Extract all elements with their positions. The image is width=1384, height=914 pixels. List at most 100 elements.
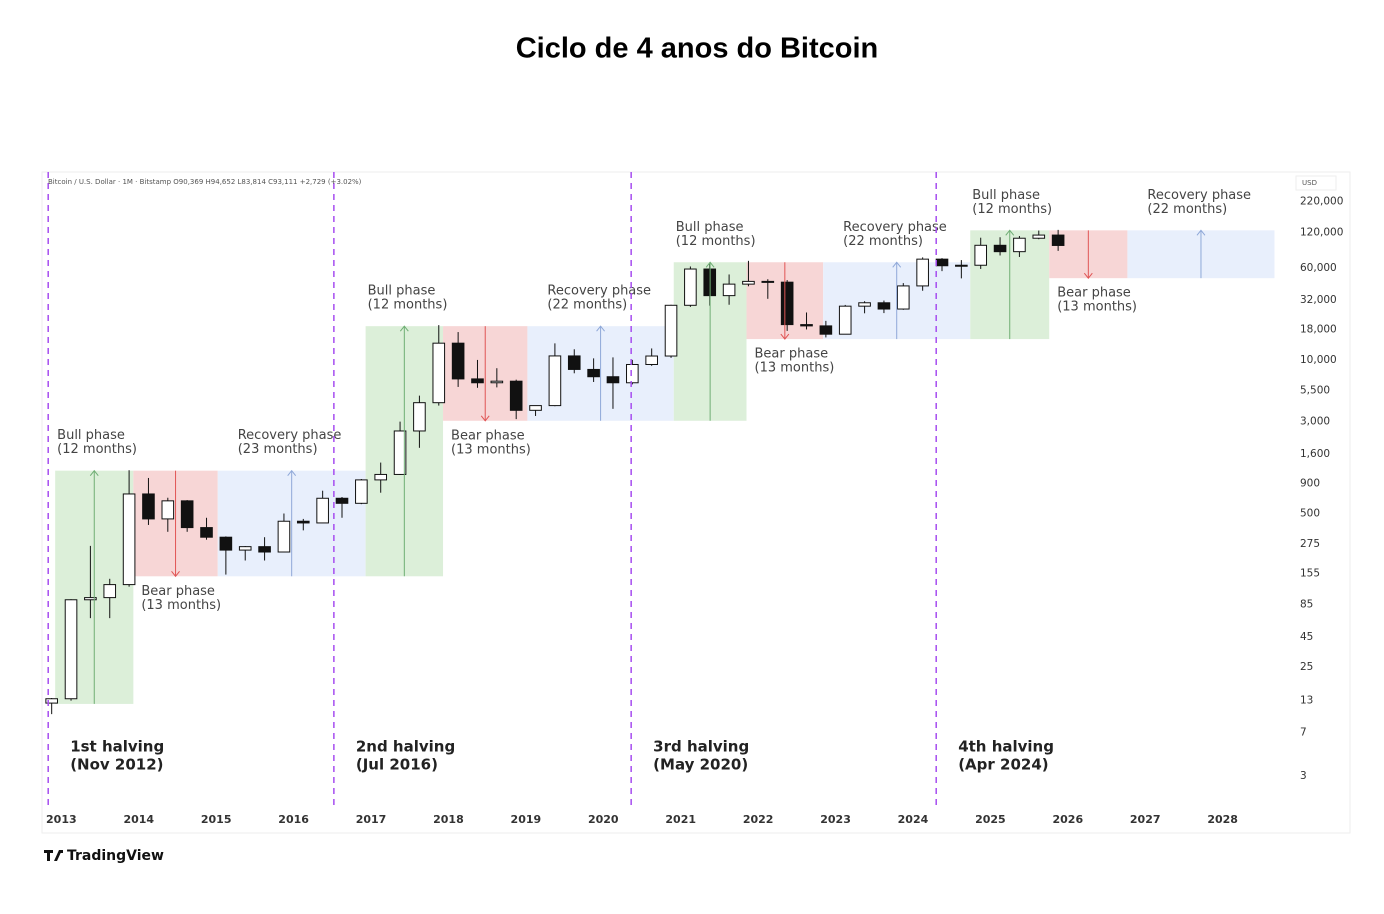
candle-body	[722, 283, 736, 297]
y-tick-label: 45	[1300, 631, 1313, 643]
y-tick-label: 13	[1300, 695, 1313, 707]
candle-body	[858, 302, 871, 307]
phase-duration: (22 months)	[1147, 202, 1227, 217]
currency-box	[1295, 175, 1337, 191]
candle-body	[664, 304, 678, 357]
y-tick-label: 220,000	[1300, 195, 1343, 207]
y-tick-label: 10,000	[1300, 354, 1337, 366]
y-tick-label: 7	[1300, 726, 1307, 738]
x-tick-label: 2014	[123, 813, 154, 826]
halving-date: (May 2020)	[653, 756, 748, 774]
phase-arrowhead	[171, 570, 180, 578]
x-tick-label: 2019	[511, 813, 542, 826]
candle-body	[103, 584, 117, 599]
phase-arrowhead	[1196, 229, 1206, 236]
y-tick-label: 85	[1300, 598, 1313, 610]
phase-duration: (13 months)	[755, 361, 835, 376]
phase-arrowhead	[892, 261, 902, 268]
candle-body	[877, 302, 891, 310]
candle-body	[64, 599, 78, 700]
x-tick-label: 2022	[743, 813, 774, 826]
candle-body	[509, 380, 523, 411]
candle-body	[277, 520, 291, 553]
candle-body	[432, 342, 446, 404]
halving-date: (Apr 2024)	[958, 756, 1048, 774]
x-tick-label: 2017	[356, 813, 387, 826]
phase-arrowhead	[780, 333, 790, 340]
brand: TradingView	[67, 848, 164, 864]
x-tick-label: 2025	[975, 813, 1006, 826]
candle-body	[393, 430, 407, 475]
candle-body	[567, 355, 581, 370]
phase-arrowhead	[1005, 229, 1015, 236]
candle-body	[316, 497, 329, 524]
candle-body	[238, 546, 252, 551]
phase-arrowhead	[89, 469, 99, 476]
brand-logo	[44, 850, 63, 861]
y-tick-label: 60,000	[1300, 262, 1337, 274]
phase-label: Bull phase	[368, 284, 436, 299]
candle-body	[355, 479, 368, 504]
phase-label: Recovery phase	[238, 428, 342, 443]
y-tick-label: 275	[1300, 538, 1320, 550]
y-tick-label: 25	[1300, 661, 1313, 673]
candle-body	[819, 325, 833, 335]
x-tick-label: 2016	[278, 813, 309, 826]
candle-body	[84, 597, 97, 601]
candle-body	[219, 536, 233, 551]
x-tick-label: 2023	[820, 813, 851, 826]
candle-body	[838, 305, 852, 335]
phase-arrowhead	[399, 325, 409, 332]
halving-label: 4th halving	[958, 738, 1054, 756]
overlay: Bull phase(12 months)Bear phase(13 month…	[47, 172, 1251, 805]
y-tick-label: 5,500	[1300, 385, 1330, 397]
candle-body	[471, 378, 484, 384]
candle-body	[916, 258, 929, 287]
candle-body	[142, 493, 155, 520]
phase-label: Bear phase	[451, 428, 525, 443]
y-tick-label: 1,600	[1300, 448, 1330, 460]
y-tick-label: 3	[1300, 770, 1307, 782]
candle-body	[800, 324, 813, 327]
phase-duration: (22 months)	[843, 234, 923, 249]
x-tick-label: 2028	[1207, 813, 1238, 826]
phase-label: Recovery phase	[1147, 188, 1251, 203]
x-tick-label: 2027	[1130, 813, 1161, 826]
phase-label: Bull phase	[972, 188, 1040, 203]
x-tick-label: 2020	[588, 813, 619, 826]
candle-body	[200, 527, 213, 538]
candle-body	[258, 546, 271, 553]
phase-arrowhead	[596, 325, 605, 332]
halving-label: 1st halving	[70, 738, 164, 756]
candle-body	[161, 500, 175, 520]
candle-body	[180, 500, 194, 529]
candles	[45, 229, 1065, 715]
candle-body	[935, 258, 949, 267]
candle-body	[296, 520, 310, 524]
phase-label: Bear phase	[755, 347, 829, 362]
candle-body	[896, 285, 910, 310]
phase-duration: (22 months)	[547, 298, 627, 313]
currency: USD	[1302, 179, 1317, 187]
candle-body	[374, 473, 388, 481]
phase-label: Recovery phase	[843, 220, 947, 235]
halving-label: 2nd halving	[356, 738, 455, 756]
halving-date: (Jul 2016)	[356, 756, 438, 774]
candle-body	[587, 368, 600, 378]
candle-body	[606, 376, 620, 384]
chart-title: Ciclo de 4 anos do Bitcoin	[516, 33, 879, 65]
candle-body	[645, 355, 658, 365]
phase-duration: (13 months)	[141, 598, 221, 613]
x-tick-label: 2021	[665, 813, 696, 826]
candle-body	[335, 497, 349, 504]
halving-date: (Nov 2012)	[70, 756, 163, 774]
y-tick-label: 155	[1300, 568, 1320, 580]
x-tick-label: 2026	[1052, 813, 1083, 826]
candle-body	[529, 405, 542, 411]
symbol-info: Bitcoin / U.S. Dollar · 1M · Bitstamp O9…	[48, 178, 362, 186]
candle-body	[548, 355, 562, 407]
phase-duration: (12 months)	[972, 202, 1052, 217]
candle-body	[122, 493, 136, 586]
